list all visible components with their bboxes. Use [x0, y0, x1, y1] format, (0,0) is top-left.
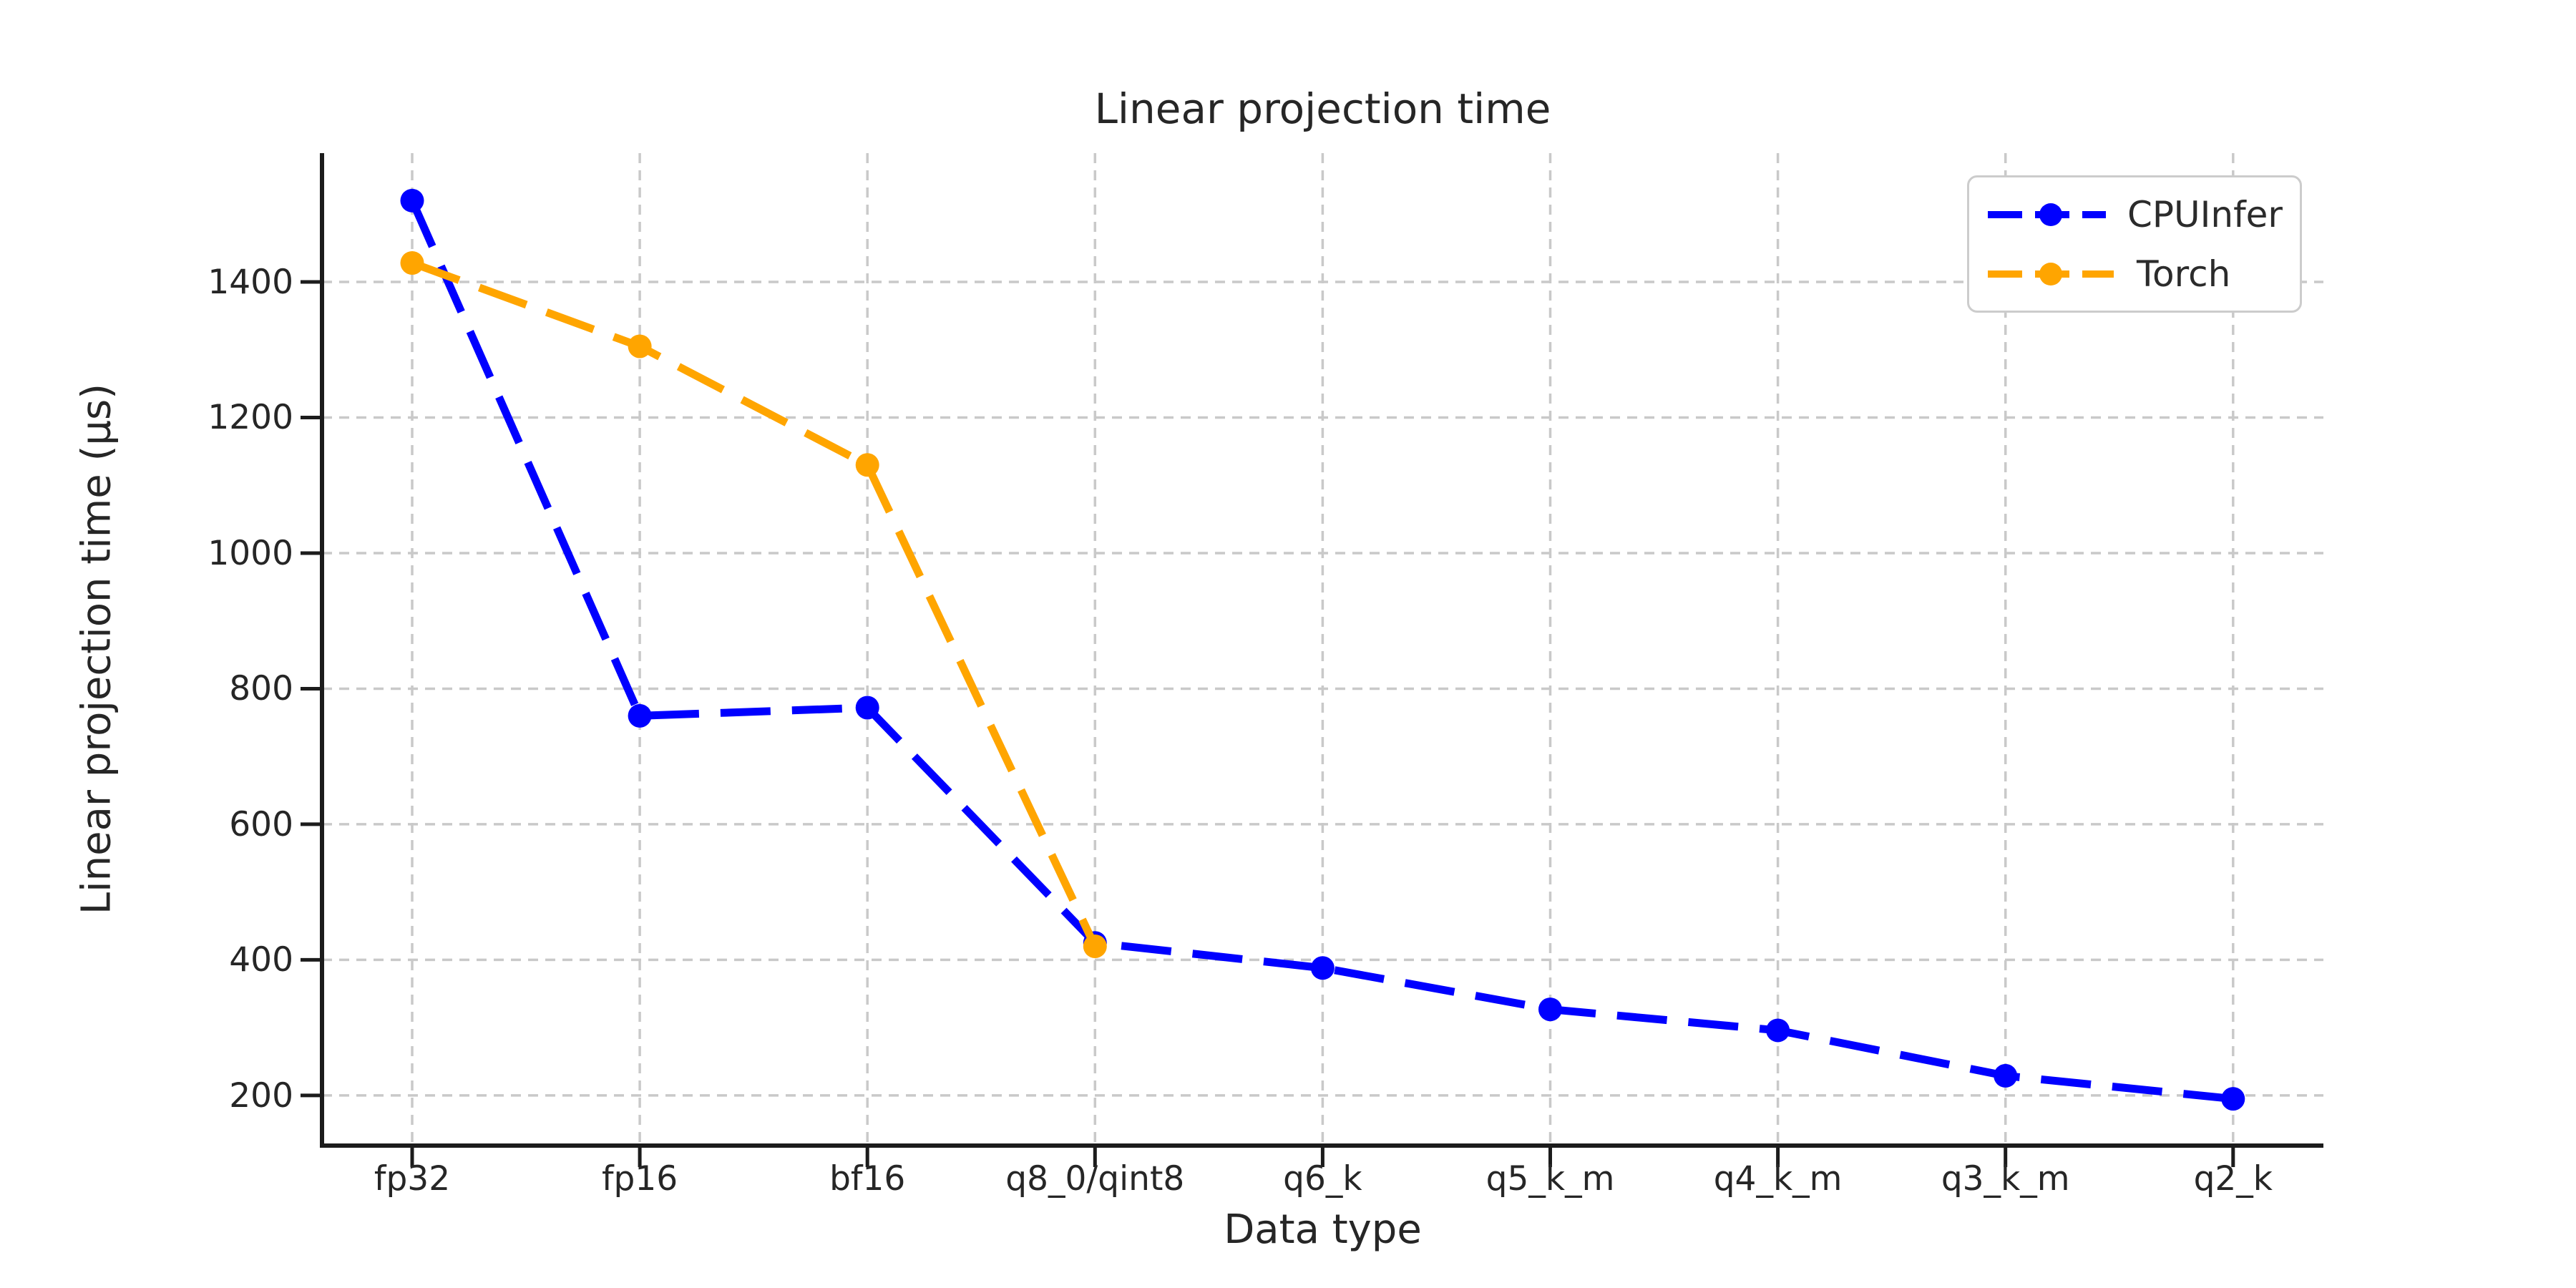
legend-label: CPUInfer	[2127, 193, 2283, 235]
x-tick-label: q8_0/qint8	[1005, 1159, 1185, 1199]
data-point-CPUInfer	[855, 696, 879, 720]
data-point-Torch	[400, 250, 424, 275]
data-point-CPUInfer	[1538, 997, 1562, 1022]
legend-label: Torch	[2137, 253, 2231, 295]
data-point-CPUInfer	[628, 703, 652, 728]
legend-marker	[2039, 262, 2062, 286]
x-tick-label: q6_k	[1283, 1159, 1362, 1199]
x-tick-label: fp16	[602, 1159, 678, 1199]
data-point-CPUInfer	[2221, 1087, 2245, 1111]
y-tick-label: 1000	[208, 533, 293, 573]
data-point-CPUInfer	[1766, 1018, 1790, 1043]
legend-item-CPUInfer: CPUInfer	[1986, 194, 2283, 235]
x-tick-label: q5_k_m	[1485, 1159, 1615, 1199]
x-tick-label: q4_k_m	[1713, 1159, 1843, 1199]
x-tick-label: q3_k_m	[1941, 1159, 2070, 1199]
series-line-CPUInfer	[408, 199, 2234, 1103]
data-point-Torch	[855, 453, 879, 477]
y-tick-label: 1200	[208, 398, 293, 438]
x-axis-label: Data type	[1224, 1206, 1422, 1253]
data-point-Torch	[628, 334, 652, 358]
x-tick-label: q2_k	[2193, 1159, 2273, 1199]
legend-marker	[2039, 203, 2062, 226]
y-tick-label: 600	[229, 804, 293, 844]
data-point-Torch	[1083, 934, 1107, 958]
legend-item-Torch: Torch	[1986, 253, 2283, 295]
x-tick-label: fp32	[374, 1159, 451, 1199]
series-line-Torch	[411, 259, 1099, 948]
legend: CPUInfer Torch	[1967, 175, 2302, 313]
y-tick-label: 400	[229, 940, 293, 980]
y-tick-label: 800	[229, 669, 293, 709]
legend-line-sample	[1988, 203, 2106, 226]
chart-title: Linear projection time	[1094, 84, 1551, 133]
legend-line-sample	[1988, 262, 2114, 286]
y-tick-label: 200	[229, 1075, 293, 1116]
x-tick-label: bf16	[829, 1159, 906, 1199]
data-point-CPUInfer	[400, 188, 424, 213]
data-point-CPUInfer	[1994, 1063, 2018, 1088]
y-tick-label: 1400	[208, 263, 293, 302]
data-point-CPUInfer	[1310, 956, 1335, 980]
